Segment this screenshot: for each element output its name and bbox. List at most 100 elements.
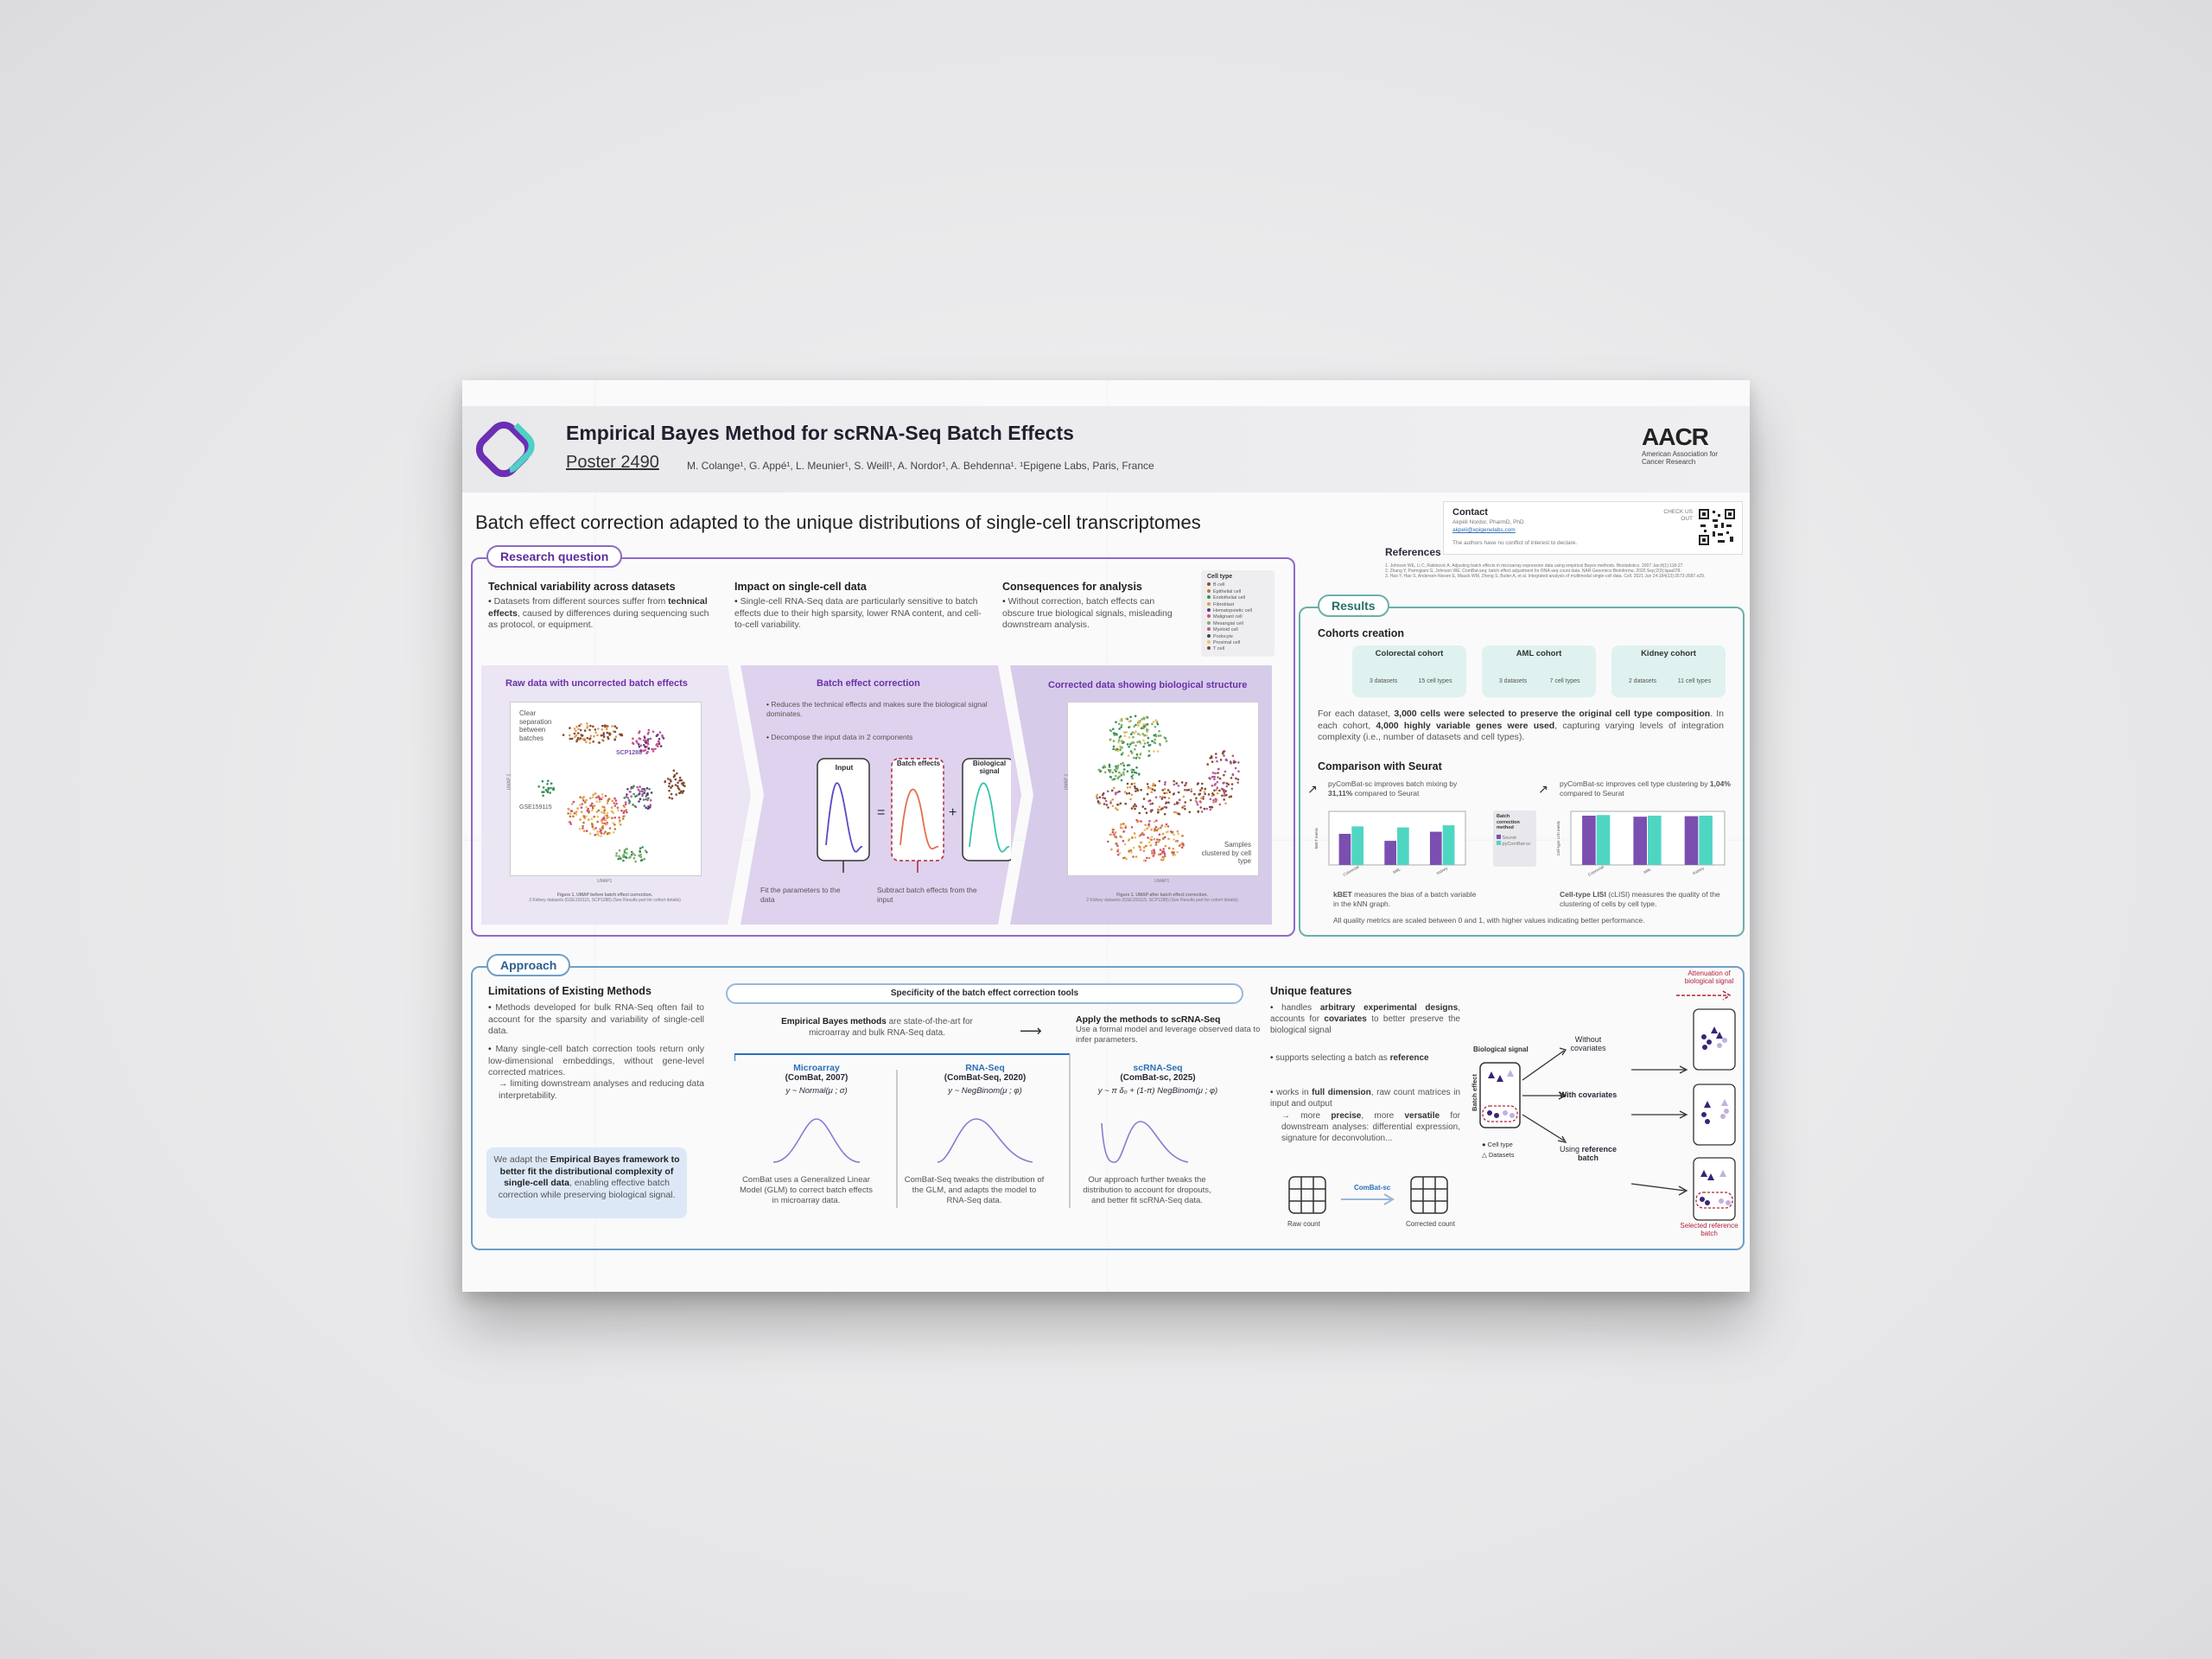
umap-point bbox=[1157, 841, 1160, 843]
umap-point bbox=[1193, 792, 1196, 796]
umap-point bbox=[575, 740, 578, 743]
umap-point bbox=[593, 828, 595, 830]
umap-point bbox=[1142, 859, 1146, 862]
umap-point bbox=[1199, 806, 1202, 809]
umap-point bbox=[595, 800, 599, 804]
umap-point bbox=[1142, 716, 1146, 720]
umap-after-scatter bbox=[1095, 715, 1240, 862]
text-segment: works in bbox=[1276, 1088, 1313, 1097]
umap-point bbox=[1175, 782, 1178, 785]
umap-point bbox=[1096, 793, 1099, 797]
umap-point bbox=[600, 734, 603, 737]
umap-point bbox=[1218, 789, 1221, 792]
reference-text: Zhang Y, Parmigiani G, Johnson WE. ComBa… bbox=[1389, 569, 1681, 574]
umap-point bbox=[1158, 779, 1161, 783]
umap-point bbox=[571, 803, 574, 805]
raw-yaxis: UMAP 2 bbox=[506, 773, 512, 791]
umap-point bbox=[1165, 806, 1168, 809]
umap-point bbox=[591, 825, 594, 829]
method-scrnaseq: scRNA-Seq (ComBat-sc, 2025) y ~ π δ₀ + (… bbox=[1071, 1063, 1244, 1096]
umap-point bbox=[611, 725, 613, 728]
umap-point bbox=[552, 788, 556, 791]
umap-point bbox=[1109, 802, 1112, 804]
umap-point bbox=[607, 798, 611, 800]
umap-point bbox=[594, 834, 596, 836]
umap-point bbox=[1153, 849, 1155, 851]
umap-point bbox=[1164, 825, 1166, 828]
umap-point bbox=[1153, 734, 1156, 737]
umap-point bbox=[1133, 732, 1135, 734]
legend-datasets: △ Datasets bbox=[1482, 1151, 1515, 1159]
umap-point bbox=[621, 855, 625, 857]
umap-point bbox=[593, 815, 595, 818]
umap-point bbox=[1150, 849, 1154, 853]
umap-point bbox=[674, 778, 677, 781]
umap-point bbox=[1130, 733, 1133, 735]
umap-point bbox=[1211, 760, 1214, 763]
umap-point bbox=[1214, 800, 1217, 803]
contact-email[interactable]: akpeli@epigenelabs.com bbox=[1452, 527, 1516, 533]
text-segment: compared to Seurat bbox=[1352, 788, 1420, 798]
umap-point bbox=[594, 827, 597, 830]
text-segment: 3,000 cells were selected to preserve th… bbox=[1394, 709, 1711, 719]
umap-point bbox=[1115, 765, 1117, 768]
umap-point bbox=[1115, 807, 1117, 810]
umap-point bbox=[629, 791, 632, 793]
umap-point bbox=[1112, 732, 1116, 734]
caption-bold: Figure 1. UMAP before batch effect corre… bbox=[556, 893, 653, 898]
cohort-datasets: 3 datasets bbox=[1498, 678, 1528, 684]
text-segment: handles bbox=[1281, 1003, 1320, 1013]
umap-point bbox=[1154, 784, 1157, 787]
umap-point bbox=[1159, 742, 1161, 746]
umap-point bbox=[582, 827, 584, 830]
umap-point bbox=[1126, 786, 1129, 789]
umap-point bbox=[611, 799, 614, 803]
umap-point bbox=[1128, 736, 1131, 739]
umap-point bbox=[1109, 728, 1112, 732]
authors-line: M. Colange¹, G. Appé¹, L. Meunier¹, S. W… bbox=[687, 460, 1154, 472]
umap-point bbox=[596, 815, 599, 818]
umap-point bbox=[1152, 721, 1155, 723]
umap-point bbox=[1230, 762, 1232, 765]
umap-point bbox=[1218, 777, 1222, 780]
umap-point bbox=[1219, 759, 1223, 761]
umap-point bbox=[588, 818, 590, 821]
umap-point bbox=[634, 795, 637, 798]
legend-swatch bbox=[1207, 646, 1211, 651]
umap-point bbox=[632, 785, 635, 787]
umap-point bbox=[1129, 849, 1133, 852]
umap-point bbox=[1116, 842, 1118, 845]
umap-point bbox=[1211, 794, 1214, 798]
umap-point bbox=[1201, 782, 1204, 785]
text-segment: Cell-type LISI bbox=[1560, 890, 1606, 899]
umap-point bbox=[1185, 789, 1188, 791]
umap-point bbox=[648, 788, 651, 791]
method-tool: (ComBat-sc, 2025) bbox=[1120, 1073, 1196, 1083]
umap-point bbox=[1115, 770, 1117, 772]
umap-point bbox=[1182, 842, 1185, 845]
umap-point bbox=[1111, 828, 1115, 831]
umap-point bbox=[1147, 786, 1150, 790]
umap-point bbox=[1184, 784, 1186, 787]
umap-point bbox=[1105, 804, 1109, 806]
umap-point bbox=[1118, 728, 1121, 730]
umap-point bbox=[575, 725, 578, 728]
umap-point bbox=[1109, 769, 1112, 772]
umap-point bbox=[1131, 731, 1134, 734]
umap-point bbox=[1134, 807, 1136, 810]
umap-point bbox=[1165, 740, 1168, 742]
umap-point bbox=[1137, 733, 1140, 735]
umap-point bbox=[639, 798, 642, 801]
umap-point bbox=[625, 795, 628, 798]
umap-point bbox=[579, 804, 582, 806]
umap-point bbox=[676, 772, 678, 775]
bar-seurat-kidney bbox=[1684, 816, 1699, 865]
umap-point bbox=[1112, 740, 1116, 742]
text-segment: covariates bbox=[1324, 1014, 1367, 1024]
umap-point bbox=[1132, 846, 1135, 849]
umap-point bbox=[1129, 715, 1132, 718]
qr-code-icon[interactable] bbox=[1697, 507, 1737, 547]
umap-point bbox=[1133, 782, 1136, 785]
umap-point bbox=[1177, 785, 1180, 787]
text-segment: 1,04% bbox=[1709, 779, 1731, 788]
